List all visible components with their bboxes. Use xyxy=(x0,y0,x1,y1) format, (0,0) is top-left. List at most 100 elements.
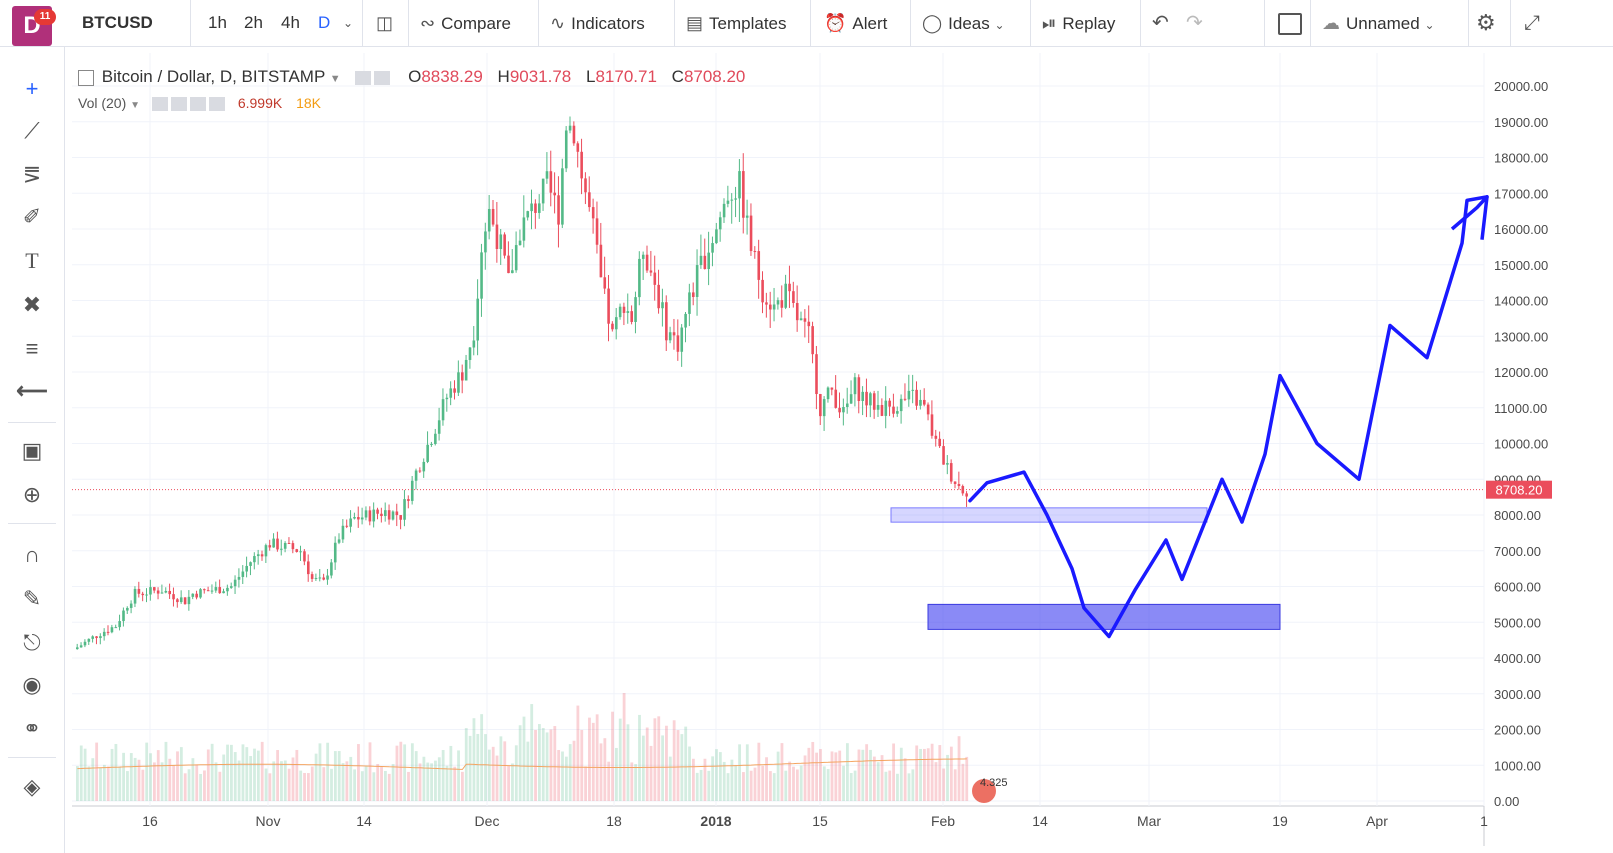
zoom-in-icon[interactable]: ⊕ xyxy=(22,482,42,507)
notification-badge[interactable]: 11 xyxy=(34,9,56,25)
interval-1h[interactable]: 1h xyxy=(208,13,227,32)
volume-bar xyxy=(703,758,707,801)
candle-body xyxy=(268,545,272,548)
candle-body xyxy=(872,393,876,410)
volume-bar xyxy=(911,769,915,801)
candle-body xyxy=(869,393,872,406)
interval-d[interactable]: D xyxy=(318,13,331,32)
volume-bar xyxy=(76,766,79,801)
trend-line-icon[interactable]: ⟋ xyxy=(24,118,40,143)
volume-bar xyxy=(268,773,272,801)
collapse-arrow-icon[interactable]: ⟵ xyxy=(16,378,48,403)
volume-bar xyxy=(233,752,237,801)
candle-body xyxy=(241,571,245,577)
volume-bar xyxy=(99,767,102,801)
volume-bar xyxy=(692,758,695,801)
volume-bar xyxy=(303,772,306,801)
volume-bar xyxy=(722,761,726,801)
candle-body xyxy=(615,317,618,330)
pattern-icon[interactable]: ✖ xyxy=(22,292,42,317)
candle-body xyxy=(437,420,441,434)
candle-body xyxy=(553,192,556,196)
volume-bar xyxy=(834,752,838,801)
price-chart[interactable]: 20000.0019000.0018000.0017000.0016000.00… xyxy=(72,53,1613,846)
ruler-icon[interactable]: ▣ xyxy=(21,438,43,463)
eye-icon[interactable]: ◉ xyxy=(22,672,42,697)
volume-bar xyxy=(256,750,260,801)
candle-body xyxy=(249,562,252,566)
candle-body xyxy=(449,388,453,398)
compare-button[interactable]: ∾ Compare xyxy=(420,13,512,33)
fullscreen-layout-icon[interactable] xyxy=(1278,0,1302,46)
volume-bar xyxy=(769,771,772,801)
y-tick-label: 20000.00 xyxy=(1494,79,1548,94)
candle-body xyxy=(468,347,472,360)
alert-button[interactable]: ⏰ Alert xyxy=(824,13,888,33)
interval-2h[interactable]: 2h xyxy=(244,13,263,32)
volume-bar xyxy=(557,750,561,801)
volume-bar xyxy=(718,752,722,801)
volume-bar xyxy=(349,756,353,801)
candle-body xyxy=(384,510,387,517)
candle-body xyxy=(622,306,626,313)
volume-bar xyxy=(699,769,703,801)
x-tick-label: Apr xyxy=(1366,813,1388,829)
crosshair-icon[interactable]: + xyxy=(25,76,39,101)
volume-bar xyxy=(641,735,645,801)
templates-button[interactable]: ▤ Templates xyxy=(686,13,787,33)
brush-icon[interactable]: ✐ xyxy=(22,204,42,229)
high-value: 9031.78 xyxy=(509,67,572,86)
volume-bar xyxy=(688,746,691,801)
y-tick-label: 4000.00 xyxy=(1494,651,1541,666)
layout-name-button[interactable]: ☁ Unnamed ⌄ xyxy=(1322,13,1435,33)
volume-bar xyxy=(333,751,337,801)
volume-bar xyxy=(226,744,229,801)
volume-bar xyxy=(776,751,780,801)
volume-ma-line xyxy=(77,758,967,770)
volume-bar xyxy=(183,773,187,801)
candle-body xyxy=(491,208,495,225)
y-tick-label: 16000.00 xyxy=(1494,222,1548,237)
measure-prediction-icon[interactable]: ≡ xyxy=(25,336,39,361)
volume-bar xyxy=(237,760,241,801)
undo-icon[interactable]: ↶ xyxy=(1152,12,1169,34)
settings-gear-icon[interactable]: ⚙ xyxy=(1476,10,1496,35)
volume-bar xyxy=(353,769,356,801)
candle-body xyxy=(776,300,780,305)
volume-bar xyxy=(106,766,110,801)
indicators-button[interactable]: ∿ Indicators xyxy=(550,13,645,33)
candle-body xyxy=(803,318,807,322)
layers-icon[interactable]: ◈ xyxy=(23,774,41,799)
interval-dropdown-icon[interactable]: ⌄ xyxy=(343,16,354,30)
fullscreen-icon[interactable]: ⤢ xyxy=(1524,12,1540,34)
candle-body xyxy=(168,590,171,595)
volume-bar xyxy=(903,758,907,801)
text-tool-icon[interactable]: T xyxy=(25,248,39,273)
series-title[interactable]: Bitcoin / Dollar, D, BITSTAMP xyxy=(101,67,326,86)
candle-body xyxy=(380,513,383,517)
interval-4h[interactable]: 4h xyxy=(281,13,300,32)
chart-style-icon[interactable]: ◫ xyxy=(376,13,394,33)
symbol-search[interactable]: BTCUSD xyxy=(82,13,153,32)
volume-bar xyxy=(726,773,730,801)
replay-button[interactable]: ⏯ Replay xyxy=(1042,13,1116,33)
ideas-button[interactable]: ◯ Ideas ⌄ xyxy=(922,13,1005,33)
indicators-icon: ∿ xyxy=(550,13,566,33)
candle-body xyxy=(576,143,580,152)
lock-drawing-icon[interactable]: ✎ xyxy=(22,586,42,611)
unlock-icon[interactable]: ⎋ xyxy=(23,630,41,655)
candle-body xyxy=(953,481,957,484)
volume-bar xyxy=(395,745,399,801)
volume-bar xyxy=(707,770,711,801)
magnet-icon[interactable]: ∩ xyxy=(24,542,40,567)
y-tick-label: 3000.00 xyxy=(1494,687,1541,702)
volume-bar xyxy=(899,747,903,801)
candle-body xyxy=(815,354,818,395)
link-icon[interactable]: ⚭ xyxy=(22,716,42,741)
volume-title[interactable]: Vol (20) xyxy=(78,95,127,111)
redo-icon[interactable]: ↷ xyxy=(1186,12,1203,34)
candle-body xyxy=(264,545,268,557)
candle-body xyxy=(476,298,479,341)
candle-body xyxy=(911,389,915,391)
pitchfork-icon[interactable]: ⪚ xyxy=(22,162,42,187)
